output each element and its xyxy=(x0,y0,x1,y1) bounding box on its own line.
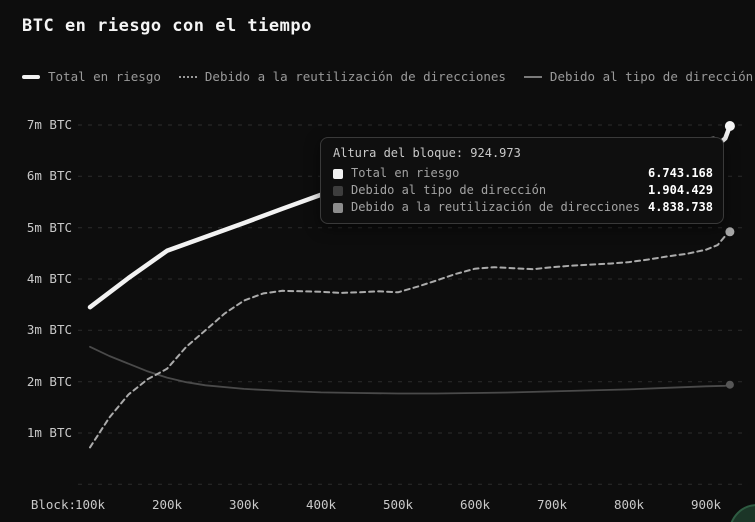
x-tick-label: 500k xyxy=(382,497,414,512)
series-end-dot-1 xyxy=(725,227,735,237)
x-tick-label: 400k xyxy=(305,497,337,512)
chart-legend: Total en riesgo Debido a la reutilizació… xyxy=(22,69,753,84)
x-tick-label: 900k xyxy=(690,497,722,512)
legend-label: Debido a la reutilización de direcciones xyxy=(204,69,506,84)
tooltip-series-label: Debido al tipo de dirección xyxy=(351,183,547,197)
thick-line-marker-icon xyxy=(22,74,40,79)
y-tick-label: 2m BTC xyxy=(26,373,72,389)
x-tick-label: 100k xyxy=(74,497,106,512)
legend-item-total[interactable]: Total en riesgo xyxy=(22,69,161,84)
tooltip-series-value: 4.838.738 xyxy=(647,200,714,214)
series-swatch-icon xyxy=(333,185,343,196)
legend-label: Debido al tipo de dirección xyxy=(549,69,754,84)
x-axis-prefix: Block: xyxy=(30,497,76,512)
tooltip-row-address-type: Debido al tipo de dirección 1.904.429 xyxy=(333,182,713,199)
tooltip-row-reuse: Debido a la reutilización de direcciones… xyxy=(333,199,713,216)
y-tick-label: 5m BTC xyxy=(26,219,72,235)
x-tick-label: 600k xyxy=(459,497,491,512)
y-tick-label: 7m BTC xyxy=(26,117,72,132)
tooltip-row-total: Total en riesgo 6.743.168 xyxy=(333,165,713,182)
y-tick-label: 3m BTC xyxy=(26,322,72,338)
x-tick-label: 200k xyxy=(151,497,183,512)
series-line-2[interactable] xyxy=(89,345,731,395)
series-end-dot-2 xyxy=(725,380,734,389)
series-end-dot-0 xyxy=(724,121,735,131)
thin-line-marker-icon xyxy=(523,75,542,78)
x-tick-label: 700k xyxy=(536,497,568,512)
legend-label: Total en riesgo xyxy=(48,69,161,84)
legend-item-reuse[interactable]: Debido a la reutilización de direcciones xyxy=(178,69,506,84)
dotted-line-marker-icon xyxy=(178,75,197,78)
chart-tooltip: Altura del bloque: 924.973 Total en ries… xyxy=(320,137,724,224)
y-tick-label: 4m BTC xyxy=(26,271,72,286)
x-tick-label: 300k xyxy=(228,497,260,512)
series-swatch-icon xyxy=(333,202,343,213)
tooltip-series-value: 6.743.168 xyxy=(647,166,713,180)
chart-title: BTC en riesgo con el tiempo xyxy=(22,16,312,36)
tooltip-series-label: Total en riesgo xyxy=(351,166,460,180)
series-line-1[interactable] xyxy=(89,230,731,449)
legend-item-address-type[interactable]: Debido al tipo de dirección xyxy=(523,69,754,84)
series-swatch-icon xyxy=(333,168,343,179)
y-tick-label: 1m BTC xyxy=(26,425,72,440)
y-tick-label: 6m BTC xyxy=(26,168,72,184)
tooltip-series-label: Debido a la reutilización de direcciones xyxy=(351,200,640,214)
tooltip-series-value: 1.904.429 xyxy=(647,183,713,197)
tooltip-block-height: Altura del bloque: 924.973 xyxy=(333,146,521,160)
x-tick-label: 800k xyxy=(613,497,645,512)
